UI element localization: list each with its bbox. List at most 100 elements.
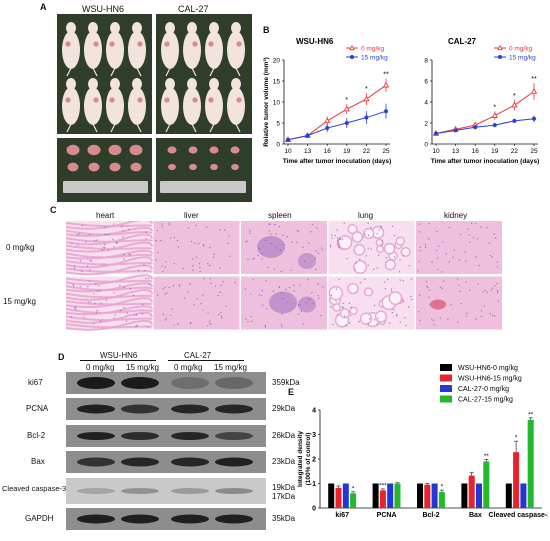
histology-kidney-0 — [416, 221, 502, 274]
dose-label-15: 15 mg/kg — [3, 297, 36, 306]
excised-tumor — [209, 146, 219, 154]
histology-spleen-0 — [241, 221, 327, 274]
bar-chart: 0 1 2 3 4 Integrated density (100% of control)… — [297, 364, 548, 519]
blot-band — [215, 404, 253, 414]
histology-heart-1 — [66, 274, 153, 331]
blot-band — [121, 377, 159, 389]
blot-band — [171, 432, 209, 440]
bar — [438, 492, 445, 508]
mouse — [183, 78, 201, 133]
blot-size-bax: 23kDa — [272, 457, 296, 466]
significance-marker: *** — [379, 482, 387, 489]
y-tick-label: 10 — [273, 100, 281, 107]
data-point — [324, 117, 331, 124]
blot-band — [77, 514, 115, 524]
blot-band — [215, 488, 253, 494]
data-point — [286, 137, 290, 142]
tissue-label-liver: liver — [184, 211, 199, 220]
blot-dose-2: 0 mg/kg — [174, 363, 203, 372]
legend-swatch — [440, 364, 452, 371]
blot-group-cal: CAL-27 — [184, 351, 212, 360]
excised-tumor — [129, 144, 143, 156]
chart-title: CAL-27 — [448, 37, 477, 46]
blot-size-pcna: 29kDa — [272, 404, 296, 413]
mouse — [84, 78, 102, 133]
data-point — [305, 133, 310, 138]
series-line — [435, 91, 535, 134]
significance-marker: ** — [531, 76, 537, 83]
blot-band — [215, 514, 253, 524]
tissue-label-spleen: spleen — [268, 211, 292, 220]
data-point — [382, 81, 390, 88]
blot-band — [77, 377, 115, 389]
x-tick-label: 19 — [343, 148, 351, 155]
blot-size-gapdh: 35kDa — [272, 514, 296, 523]
blot-row-PCNA — [66, 398, 266, 420]
mouse — [227, 22, 245, 77]
bar — [417, 483, 423, 508]
bar — [505, 483, 512, 508]
data-point — [512, 118, 517, 123]
significance-marker: ** — [383, 71, 389, 78]
panel-c-tissue-labels: heart liver spleen lung kidney — [66, 211, 502, 221]
data-point — [511, 101, 518, 108]
x-tick-label: 16 — [324, 148, 332, 155]
blot-row-Cleaved caspase-3 — [66, 478, 266, 504]
bar — [483, 461, 490, 508]
bar — [424, 484, 431, 508]
line-chart-0: 0 5 10 15 20 10 13 16 19 22 25 WSU-HN6 Time after tu… — [263, 37, 391, 165]
y-axis-label: Integrated density — [297, 431, 304, 487]
panel-d-western-blot — [66, 372, 266, 530]
blot-band — [121, 404, 159, 414]
category-label: Bcl-2 — [422, 512, 439, 519]
blot-size-ki67: 359kDa — [272, 378, 300, 387]
panel-label-e: E — [288, 387, 295, 397]
y-tick-label: 15 — [273, 79, 281, 86]
blot-label-bcl2: Bcl-2 — [27, 431, 46, 440]
histology-lung-0 — [328, 221, 415, 275]
data-point — [434, 131, 438, 136]
panel-a-group-label-wsu: WSU-HN6 — [82, 4, 124, 14]
excised-tumor — [108, 144, 122, 156]
dose-label-0: 0 mg/kg — [6, 243, 35, 252]
significance-marker: ** — [528, 411, 534, 418]
panel-a-mice-photo — [57, 14, 252, 202]
panel-label-d: D — [58, 352, 65, 362]
legend-entry: 0 mg/kg — [509, 45, 533, 52]
y-tick-label: 20 — [273, 58, 281, 65]
blot-label-gapdh: GAPDH — [25, 514, 54, 523]
y-tick-label: 2 — [424, 121, 428, 128]
histology-lung-1 — [328, 276, 415, 330]
y-tick-label: 5 — [276, 121, 280, 128]
blot-label-bax: Bax — [31, 457, 45, 466]
blot-row-Bcl-2 — [66, 425, 266, 447]
x-axis-label: Time after tumor inoculation (days) — [431, 158, 540, 165]
bar — [328, 483, 335, 508]
bar — [520, 483, 527, 508]
bar — [335, 487, 342, 508]
bar — [468, 475, 475, 508]
y-tick-label: 0 — [424, 142, 428, 149]
x-tick-label: 16 — [472, 148, 480, 155]
mouse — [205, 22, 223, 77]
mouse — [62, 78, 80, 133]
excised-tumor — [130, 162, 142, 172]
data-point — [325, 126, 330, 131]
blot-band — [171, 488, 209, 494]
excised-tumor — [230, 146, 240, 154]
x-tick-label: 10 — [432, 148, 440, 155]
significance-marker: * — [515, 435, 518, 442]
category-label: Bax — [469, 512, 482, 519]
series-line — [287, 84, 387, 141]
panel-e-density-chart: 0 1 2 3 4 Integrated density (100% of control)… — [297, 364, 548, 519]
blot-dose-1: 15 mg/kg — [126, 363, 159, 372]
mouse — [128, 22, 146, 77]
blot-band — [77, 488, 115, 494]
data-point — [363, 95, 370, 102]
bar — [372, 483, 379, 508]
data-point — [343, 105, 350, 112]
blot-label-ki67: ki67 — [28, 378, 43, 387]
data-point — [491, 112, 498, 118]
x-tick-label: 19 — [491, 148, 499, 155]
y-tick-label: 0 — [276, 142, 280, 149]
